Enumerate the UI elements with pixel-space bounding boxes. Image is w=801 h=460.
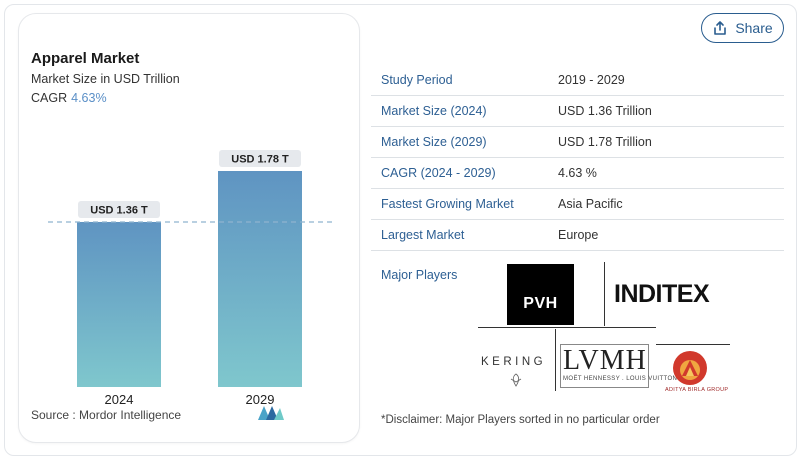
share-button[interactable]: Share <box>701 13 784 43</box>
info-key: Fastest Growing Market <box>381 197 514 211</box>
lvmh-logo-subtext: MOËT HENNESSY . LOUIS VUITTON <box>563 376 678 382</box>
info-row-fastest-growing: Fastest Growing Market Asia Pacific <box>371 189 784 220</box>
data-label: USD 1.36 T <box>90 204 148 216</box>
inditex-logo: INDITEX <box>614 280 710 308</box>
logo-divider-vertical <box>604 262 605 326</box>
pvh-logo: PVH <box>507 264 574 325</box>
logo-divider-horizontal-right <box>656 344 730 345</box>
x-tick-label: 2029 <box>246 392 275 407</box>
chart-title: Apparel Market <box>31 50 140 67</box>
cagr-value: 4.63% <box>71 91 107 105</box>
bar-2029 <box>218 171 302 387</box>
source-text: Source : Mordor Intelligence <box>31 408 182 422</box>
lvmh-logo: LVMH <box>563 345 647 376</box>
major-players-label: Major Players <box>381 268 458 282</box>
info-value: 4.63 % <box>558 166 597 180</box>
info-row-study-period: Study Period 2019 - 2029 <box>371 65 784 96</box>
info-value: 2019 - 2029 <box>558 73 625 87</box>
info-value: USD 1.78 Trillion <box>558 135 652 149</box>
x-tick-label: 2024 <box>105 392 134 407</box>
data-label-bg <box>78 200 160 218</box>
info-key: Market Size (2029) <box>381 135 487 149</box>
kering-owl-icon <box>510 373 522 387</box>
market-card <box>18 13 360 443</box>
info-value: Asia Pacific <box>558 197 623 211</box>
bar-2024 <box>77 221 161 387</box>
pvh-logo-text: PVH <box>523 295 558 312</box>
info-key: CAGR (2024 - 2029) <box>381 166 496 180</box>
data-label-bg <box>219 150 301 167</box>
mordor-logo-icon <box>258 406 284 420</box>
cagr-line: CAGR 4.63% <box>31 91 107 105</box>
logo-divider-horizontal <box>478 327 656 328</box>
info-row-largest-market: Largest Market Europe <box>371 220 784 251</box>
logo-divider-vertical-left <box>555 329 556 391</box>
lvmh-logo-frame <box>560 344 649 388</box>
chart-subtitle: Market Size in USD Trillion <box>31 72 180 86</box>
info-row-cagr: CAGR (2024 - 2029) 4.63 % <box>371 158 784 189</box>
info-key: Study Period <box>381 73 453 87</box>
info-key: Largest Market <box>381 228 465 242</box>
disclaimer-text: *Disclaimer: Major Players sorted in no … <box>381 414 660 426</box>
info-row-market-size-2029: Market Size (2029) USD 1.78 Trillion <box>371 127 784 158</box>
info-value: Europe <box>558 228 599 242</box>
share-label: Share <box>735 20 773 36</box>
aditya-birla-logo-icon <box>673 351 707 385</box>
info-row-market-size-2024: Market Size (2024) USD 1.36 Trillion <box>371 96 784 127</box>
info-value: USD 1.36 Trillion <box>558 104 652 118</box>
data-label: USD 1.78 T <box>231 154 289 166</box>
info-table: Study Period 2019 - 2029 Market Size (20… <box>371 65 784 251</box>
kering-logo: KERING <box>481 356 547 368</box>
info-key: Market Size (2024) <box>381 104 487 118</box>
cagr-label: CAGR <box>31 91 68 105</box>
share-icon <box>714 21 727 35</box>
aditya-birla-logo-text: ADITYA BIRLA GROUP <box>665 387 729 393</box>
